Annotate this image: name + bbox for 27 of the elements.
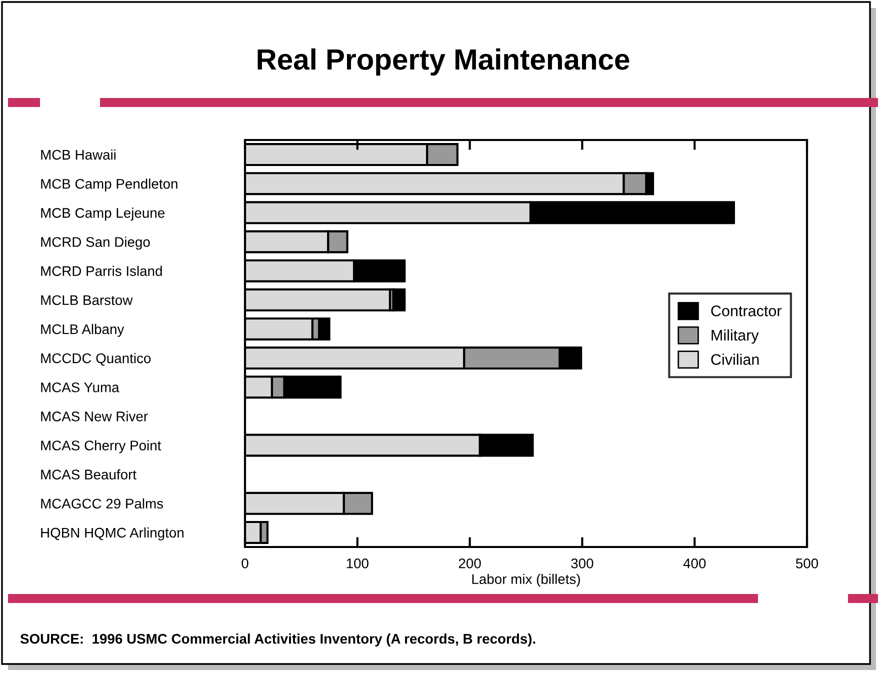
x-tick-label: 200 <box>458 558 481 568</box>
x-tick-label: 100 <box>346 558 368 568</box>
y-tick-label: MCAGCC 29 Palms <box>41 498 164 509</box>
chart-title: Real Property Maintenance <box>258 48 630 76</box>
y-tick-label: MCAS Beaufort <box>41 469 136 480</box>
legend-label: Military <box>712 329 759 344</box>
y-tick-label: MCLB Albany <box>41 324 124 337</box>
y-tick-label: MCB Camp Pendleton <box>41 178 178 192</box>
x-axis-title: Labor mix (billets) <box>472 574 580 587</box>
bar <box>392 288 406 312</box>
x-tick-label: 400 <box>683 558 706 568</box>
legend-label: Civilian <box>711 354 759 365</box>
legend-label: Contractor <box>711 306 782 316</box>
x-tick-label: 300 <box>571 558 594 568</box>
x-tick-label: 0 <box>242 558 248 568</box>
y-tick-label: MCB Camp Lejeune <box>41 208 164 221</box>
y-tick-label: MCRD San Diego <box>41 236 150 250</box>
y-tick-label: MCCDC Quantico <box>41 353 151 366</box>
y-tick-label: MCAS Yuma <box>41 382 120 392</box>
y-tick-label: MCAS Cherry Point <box>41 440 162 454</box>
y-tick-label: MCB Hawaii <box>41 150 116 160</box>
y-tick-label: MCRD Parris Island <box>41 266 162 276</box>
y-tick-label: HQBN HQMC Arlington <box>41 527 184 540</box>
source-note: SOURCE: 1996 USMC Commercial Activities Inventory (A records, B records). <box>20 634 536 646</box>
x-tick-label: 500 <box>796 558 818 568</box>
y-tick-label: MCLB Barstow <box>41 295 133 306</box>
y-tick-label: MCAS New River <box>41 411 148 422</box>
